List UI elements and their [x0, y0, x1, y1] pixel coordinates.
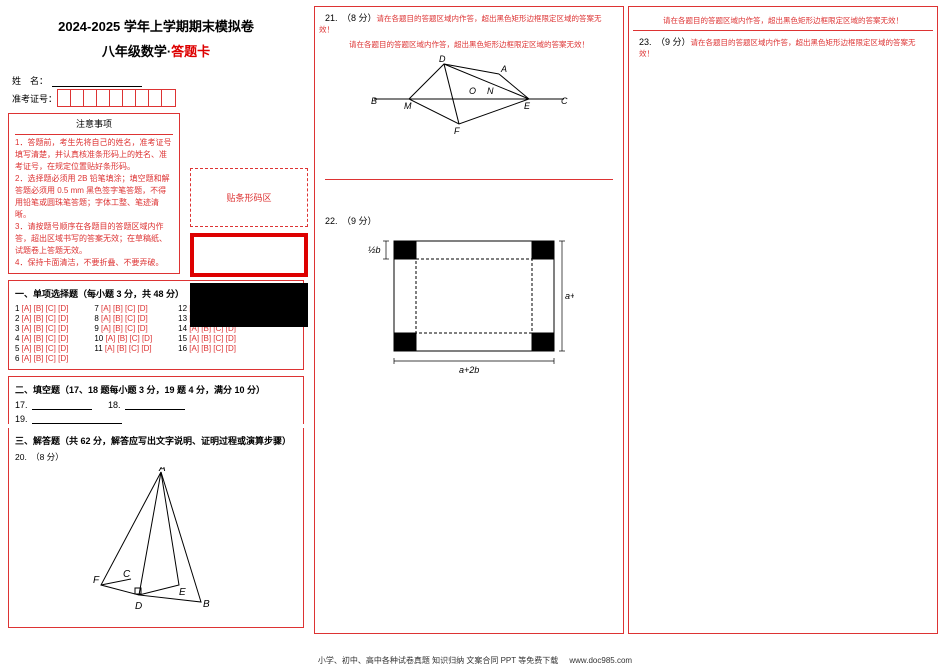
solve-title: 三、解答题（共 62 分，解答应写出文字说明、证明过程或演算步骤） [15, 434, 297, 447]
title-sub: 八年级数学·答题卡 [2, 41, 310, 60]
footer: 小学、初中、高中各种试卷真题 知识归纳 文案合同 PPT 等免费下载 www.d… [0, 655, 950, 666]
column-1: 2024-2025 学年上学期期末模拟卷 八年级数学·答题卡 姓 名： 准考证号… [2, 6, 310, 634]
q19-blank[interactable] [32, 423, 122, 424]
svg-text:B: B [371, 96, 377, 106]
barcode-area: 贴条形码区 [190, 168, 308, 327]
title-sub-red: 答题卡 [171, 44, 210, 59]
mc-row[interactable]: 3 [A] [B] [C] [D] [15, 324, 68, 333]
box-diagram-icon: ½b a+b a+2b [364, 231, 574, 381]
footer-text-right: www.doc985.com [569, 656, 632, 665]
name-row: 姓 名： [12, 74, 310, 87]
svg-text:E: E [524, 101, 531, 111]
svg-text:C: C [123, 569, 131, 580]
page-root: 2024-2025 学年上学期期末模拟卷 八年级数学·答题卡 姓 名： 准考证号… [0, 0, 950, 640]
col2-warn2: 请在各题目的答题区域内作答，超出黑色矩形边框限定区域的答案无效！ [325, 39, 613, 50]
mc-row[interactable]: 11 [A] [B] [C] [D] [94, 344, 152, 353]
q17-label: 17. [15, 400, 28, 410]
ticket-label: 准考证号： [12, 92, 57, 105]
q23-label: 23. （9 分）请在各题目的答题区域内作答，超出黑色矩形边框限定区域的答案无效… [639, 35, 927, 59]
mc-row[interactable]: 2 [A] [B] [C] [D] [15, 314, 68, 323]
ticket-cell[interactable] [71, 90, 84, 106]
mc-row[interactable]: 6 [A] [B] [C] [D] [15, 354, 68, 363]
column-3: 请在各题目的答题区域内作答，超出黑色矩形边框限定区域的答案无效！ 23. （9 … [628, 6, 938, 634]
svg-text:B: B [203, 599, 210, 610]
mc-row[interactable]: 8 [A] [B] [C] [D] [94, 314, 152, 323]
ticket-cell[interactable] [110, 90, 123, 106]
ticket-cell[interactable] [162, 90, 175, 106]
svg-text:D: D [439, 54, 446, 64]
fill-title: 二、填空题（17、18 题每小题 3 分，19 题 4 分，满分 10 分） [15, 383, 297, 396]
mc-col-1: 1 [A] [B] [C] [D] 2 [A] [B] [C] [D] 3 [A… [15, 304, 68, 363]
notice-item: 4．保持卡面清洁，不要折叠、不要弄破。 [15, 257, 173, 269]
fill-q17-18: 17. 18. [15, 400, 297, 410]
title-main: 2024-2025 学年上学期期末模拟卷 [2, 16, 310, 35]
q21-label: 21. （8 分）请在各题目的答题区域内作答，超出黑色矩形边框限定区域的答案无效… [319, 13, 602, 34]
answer-line[interactable] [325, 168, 613, 180]
ticket-row: 准考证号： [12, 89, 310, 107]
ticket-cell[interactable] [149, 90, 162, 106]
svg-text:N: N [487, 86, 494, 96]
svg-text:E: E [179, 587, 186, 598]
svg-text:a+2b: a+2b [459, 365, 479, 375]
mc-row[interactable]: 10 [A] [B] [C] [D] [94, 334, 152, 343]
barcode-label: 贴条形码区 [190, 168, 308, 227]
ticket-cell[interactable] [136, 90, 149, 106]
fill-example-filled [190, 283, 308, 327]
title-block: 2024-2025 学年上学期期末模拟卷 八年级数学·答题卡 [2, 6, 310, 60]
q22-label: 22. （9 分） [325, 214, 613, 227]
mc-row[interactable]: 5 [A] [B] [C] [D] [15, 344, 68, 353]
mc-row[interactable]: 7 [A] [B] [C] [D] [94, 304, 152, 313]
svg-text:F: F [93, 575, 100, 586]
fill-section: 二、填空题（17、18 题每小题 3 分，19 题 4 分，满分 10 分） 1… [8, 376, 304, 424]
svg-text:A: A [158, 467, 166, 474]
mc-row[interactable]: 15 [A] [B] [C] [D] [178, 334, 236, 343]
fill-q19: 19. [15, 414, 297, 424]
ticket-cell[interactable] [58, 90, 71, 106]
svg-text:D: D [135, 601, 142, 612]
fig21-holder: B C D A F M E O N [319, 54, 619, 134]
notice-item: 3．请按题号顺序在各题目的答题区域内作答，超出区域书写的答案无效；在草稿纸、试题… [15, 221, 173, 257]
mc-row[interactable]: 9 [A] [B] [C] [D] [94, 324, 152, 333]
title-sub-black: 八年级数学· [102, 44, 171, 59]
ticket-cell[interactable] [97, 90, 110, 106]
ticket-cell[interactable] [123, 90, 136, 106]
notice-item: 2．选择题必须用 2B 铅笔填涂；填空题和解答题必须用 0.5 mm 黑色签字笔… [15, 173, 173, 221]
notice-box: 注意事项 1．答题前，考生先将自己的姓名，准考证号填写清楚，并认真核准条形码上的… [8, 113, 180, 274]
notice-title: 注意事项 [15, 118, 173, 135]
ticket-cell[interactable] [84, 90, 97, 106]
svg-text:O: O [469, 86, 476, 96]
col3-warn-top: 请在各题目的答题区域内作答，超出黑色矩形边框限定区域的答案无效！ [639, 15, 927, 26]
mc-row[interactable]: 1 [A] [B] [C] [D] [15, 304, 68, 313]
q18-blank[interactable] [125, 409, 185, 410]
svg-text:A: A [500, 64, 507, 74]
q18-label: 18. [108, 400, 121, 410]
svg-text:C: C [561, 96, 568, 106]
fig20-holder: A B F C D E [15, 467, 297, 617]
svg-text:½b: ½b [368, 245, 381, 255]
q17-blank[interactable] [32, 409, 92, 410]
svg-text:M: M [404, 101, 412, 111]
svg-text:a+b: a+b [565, 291, 574, 301]
mc-col-2: 7 [A] [B] [C] [D] 8 [A] [B] [C] [D] 9 [A… [94, 304, 152, 363]
triangle-figure-icon: A B F C D E [91, 467, 221, 617]
notice-item: 1．答题前，考生先将自己的姓名，准考证号填写清楚，并认真核准条形码上的姓名、准考… [15, 137, 173, 173]
column-2: 21. （8 分）请在各题目的答题区域内作答，超出黑色矩形边框限定区域的答案无效… [314, 6, 624, 634]
fig22-holder: ½b a+b a+2b [319, 231, 619, 381]
q20-label: 20. （8 分） [15, 451, 297, 463]
name-label: 姓 名： [12, 76, 48, 86]
mc-row[interactable]: 4 [A] [B] [C] [D] [15, 334, 68, 343]
ticket-grid [57, 89, 176, 107]
footer-text-left: 小学、初中、高中各种试卷真题 知识归纳 文案合同 PPT 等免费下载 [318, 656, 558, 665]
svg-text:F: F [454, 126, 460, 134]
name-blank[interactable] [52, 86, 142, 87]
mc-row[interactable]: 16 [A] [B] [C] [D] [178, 344, 236, 353]
q19-label: 19. [15, 414, 28, 424]
fill-example-correct [190, 233, 308, 277]
quadrilateral-figure-icon: B C D A F M E O N [369, 54, 569, 134]
solve-section: 三、解答题（共 62 分，解答应写出文字说明、证明过程或演算步骤） 20. （8… [8, 428, 304, 628]
